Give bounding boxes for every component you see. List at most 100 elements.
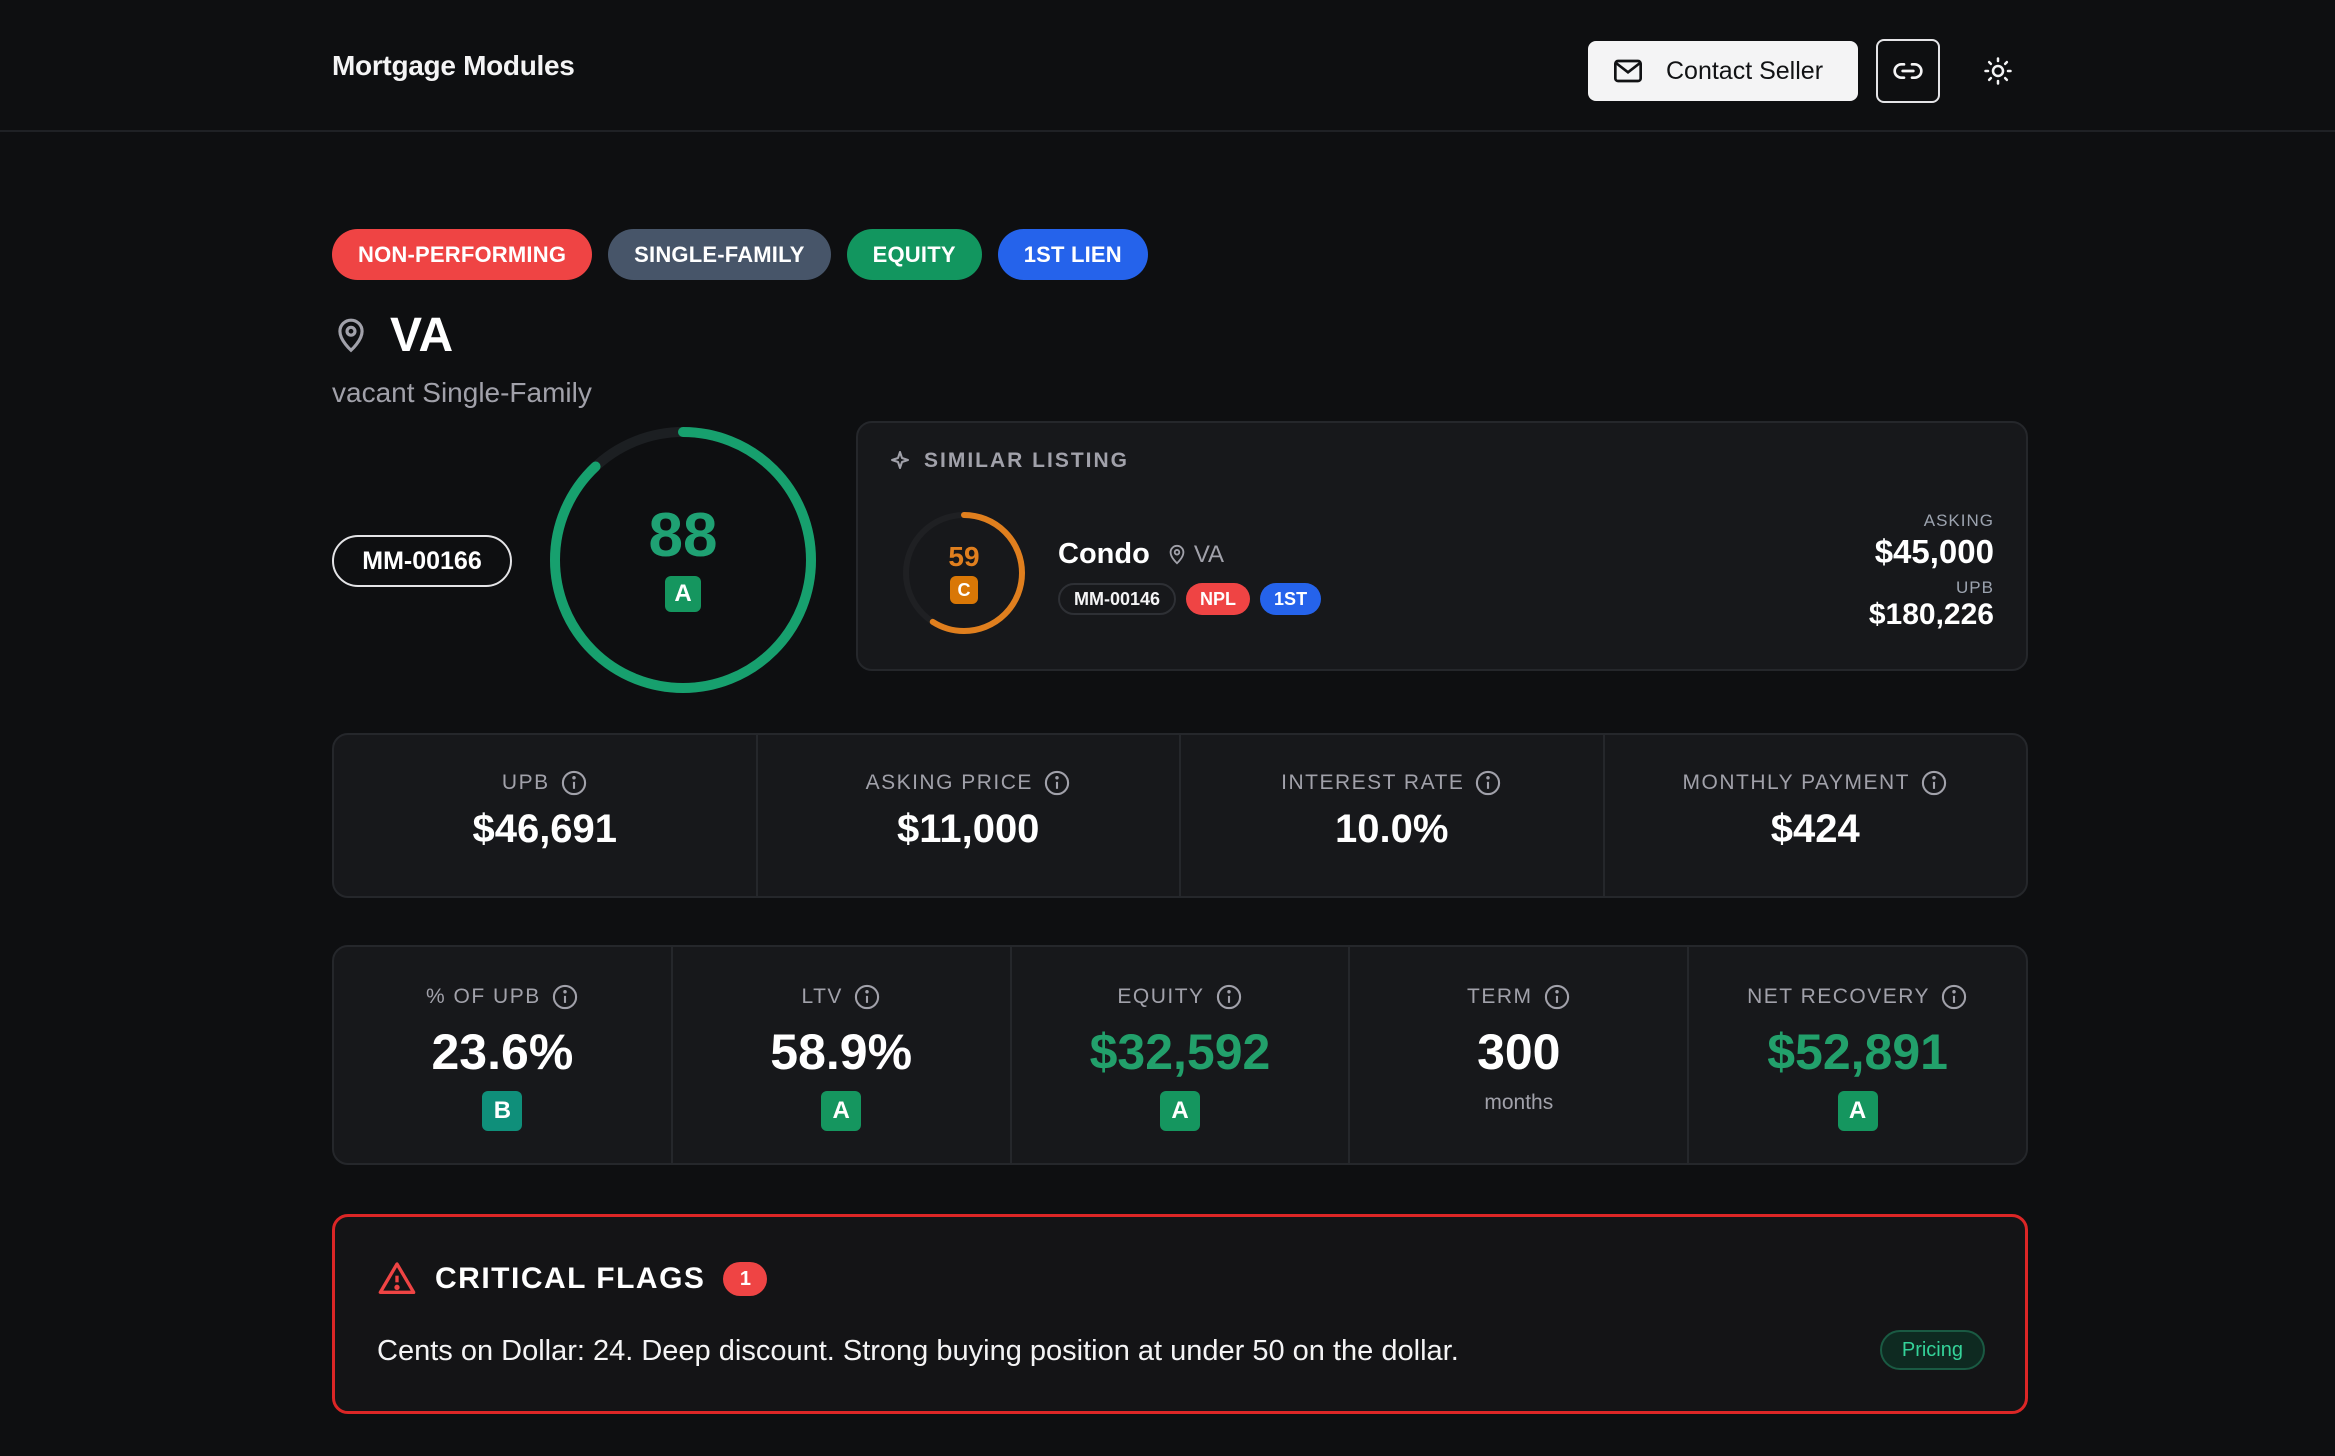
metric-label-text: LTV	[801, 985, 843, 1008]
metric-label: % OF UPB	[426, 983, 579, 1011]
critical-flag-message: Cents on Dollar: 24. Deep discount. Stro…	[377, 1335, 1459, 1367]
info-icon[interactable]	[560, 769, 588, 797]
metric-value: $52,891	[1767, 1024, 1948, 1080]
similar-asking-value: $45,000	[1874, 533, 1994, 570]
similar-tag-npl: NPL	[1186, 583, 1251, 615]
score-ring	[550, 427, 816, 693]
contact-seller-label: Contact Seller	[1666, 56, 1824, 85]
metric-grade-badge: A	[821, 1091, 862, 1131]
theme-toggle-button[interactable]	[1966, 39, 2030, 103]
top-bar: Mortgage Modules Contact Seller	[0, 0, 2335, 132]
metric-value: 58.9%	[770, 1024, 913, 1080]
metric-interest-rate: INTEREST RATE 10.0%	[1181, 735, 1605, 896]
critical-flags-title: CRITICAL FLAGS	[435, 1262, 706, 1295]
tag-single-family: SINGLE-FAMILY	[608, 229, 831, 280]
metric-upb: UPB $46,691	[334, 735, 758, 896]
primary-metrics-grid: UPB $46,691 ASKING PRICE $11,000 INTERES…	[332, 733, 2028, 898]
metric-ltv: LTV 58.9% A	[673, 947, 1012, 1163]
metric-value: $424	[1770, 807, 1860, 851]
warning-triangle-icon	[378, 1262, 416, 1294]
critical-flags-header: CRITICAL FLAGS 1	[377, 1259, 768, 1299]
metric-value: $32,592	[1089, 1024, 1271, 1080]
metric-value: $11,000	[897, 807, 1040, 851]
metric-value: 10.0%	[1335, 807, 1449, 851]
tag-non-performing: NON-PERFORMING	[332, 229, 593, 280]
sun-icon	[1984, 57, 2012, 85]
copy-link-button[interactable]	[1876, 39, 1940, 103]
similar-upb-label: UPB	[1956, 578, 1994, 597]
metric-monthly-payment: MONTHLY PAYMENT $424	[1605, 735, 2027, 896]
metric-label: LTV	[801, 983, 880, 1011]
metric-term: TERM 300 months	[1350, 947, 1690, 1163]
info-icon[interactable]	[1043, 769, 1071, 797]
info-icon[interactable]	[1215, 983, 1243, 1011]
metric-label-text: EQUITY	[1117, 985, 1205, 1008]
metric-label-text: NET RECOVERY	[1747, 985, 1931, 1008]
metric-grade-badge: A	[1837, 1091, 1878, 1131]
info-icon[interactable]	[551, 983, 579, 1011]
metric-label-text: ASKING PRICE	[865, 771, 1033, 794]
similar-location: VA	[1166, 541, 1224, 569]
similar-tag-lien: 1ST	[1260, 583, 1322, 615]
flag-category-badge: Pricing	[1879, 1330, 1985, 1370]
metric-label-text: INTEREST RATE	[1281, 771, 1465, 794]
metric-net-recovery: NET RECOVERY $52,891 A	[1689, 947, 2026, 1163]
metric-label-text: % OF UPB	[426, 985, 541, 1008]
similar-upb-value: $180,226	[1868, 598, 1994, 631]
sparkle-icon	[891, 451, 909, 469]
critical-flags-panel: CRITICAL FLAGS 1 Cents on Dollar: 24. De…	[332, 1214, 2028, 1414]
metric-value: $46,691	[472, 807, 618, 851]
secondary-metrics-grid: % OF UPB 23.6% B LTV 58.9% A EQUITY $32,…	[332, 945, 2028, 1165]
tag-first-lien: 1ST LIEN	[997, 229, 1148, 280]
info-icon[interactable]	[1940, 983, 1968, 1011]
metric-grade-badge: A	[1159, 1091, 1200, 1131]
metric-label-text: UPB	[501, 771, 550, 794]
similar-property-type: Condo	[1058, 538, 1150, 570]
brand-title[interactable]: Mortgage Modules	[332, 50, 575, 81]
link-icon	[1893, 62, 1923, 79]
metric-label: UPB	[502, 769, 588, 797]
property-tags: NON-PERFORMING SINGLE-FAMILY EQUITY 1ST …	[332, 229, 1148, 280]
location-heading: VA	[332, 308, 453, 363]
metric-value: 23.6%	[431, 1024, 574, 1080]
similar-listing-title: SIMILAR LISTING	[924, 449, 1129, 472]
score-grade-badge: A	[665, 576, 701, 612]
listing-id-badge[interactable]: MM-00166	[332, 535, 512, 587]
similar-id-badge: MM-00146	[1058, 583, 1177, 615]
property-subtitle: vacant Single-Family	[332, 377, 592, 408]
metric-label: INTEREST RATE	[1281, 769, 1502, 797]
map-pin-icon	[338, 318, 364, 352]
metric-label: ASKING PRICE	[866, 769, 1071, 797]
similar-score-ring	[903, 512, 1025, 634]
info-icon[interactable]	[853, 983, 881, 1011]
map-pin-icon	[1169, 544, 1185, 564]
state-title: VA	[390, 309, 454, 362]
info-icon[interactable]	[1474, 769, 1502, 797]
similar-grade-badge: C	[950, 576, 978, 604]
similar-asking-label: ASKING	[1923, 511, 1994, 530]
score-value: 88	[648, 501, 718, 570]
tag-equity: EQUITY	[846, 229, 982, 280]
info-icon[interactable]	[1543, 983, 1571, 1011]
metric-equity: EQUITY $32,592 A	[1012, 947, 1351, 1163]
metric-label-text: MONTHLY PAYMENT	[1682, 771, 1910, 794]
metric-grade-badge: B	[482, 1091, 523, 1131]
critical-flags-count: 1	[723, 1262, 768, 1296]
similar-state: VA	[1193, 540, 1225, 568]
similar-score-value: 59	[948, 541, 980, 572]
similar-score-arc	[903, 512, 1025, 634]
metric-label: NET RECOVERY	[1747, 983, 1968, 1011]
metric-value: 300	[1477, 1024, 1561, 1080]
similar-listing-card[interactable]: SIMILAR LISTING 59 C Condo VA MM-00146 N…	[856, 421, 2028, 671]
similar-listing-name-row: Condo VA	[1058, 538, 1224, 571]
info-icon[interactable]	[1920, 769, 1948, 797]
metric-label: MONTHLY PAYMENT	[1683, 769, 1948, 797]
metric-label: TERM	[1467, 983, 1571, 1011]
metric-asking-price: ASKING PRICE $11,000	[758, 735, 1181, 896]
metric-percent-of-upb: % OF UPB 23.6% B	[334, 947, 673, 1163]
mail-icon	[1614, 59, 1642, 83]
metric-unit: months	[1484, 1091, 1554, 1114]
similar-listing-header: SIMILAR LISTING	[888, 449, 1129, 473]
similar-tags: MM-00146 NPL 1ST	[1058, 583, 1322, 615]
contact-seller-button[interactable]: Contact Seller	[1588, 41, 1858, 101]
